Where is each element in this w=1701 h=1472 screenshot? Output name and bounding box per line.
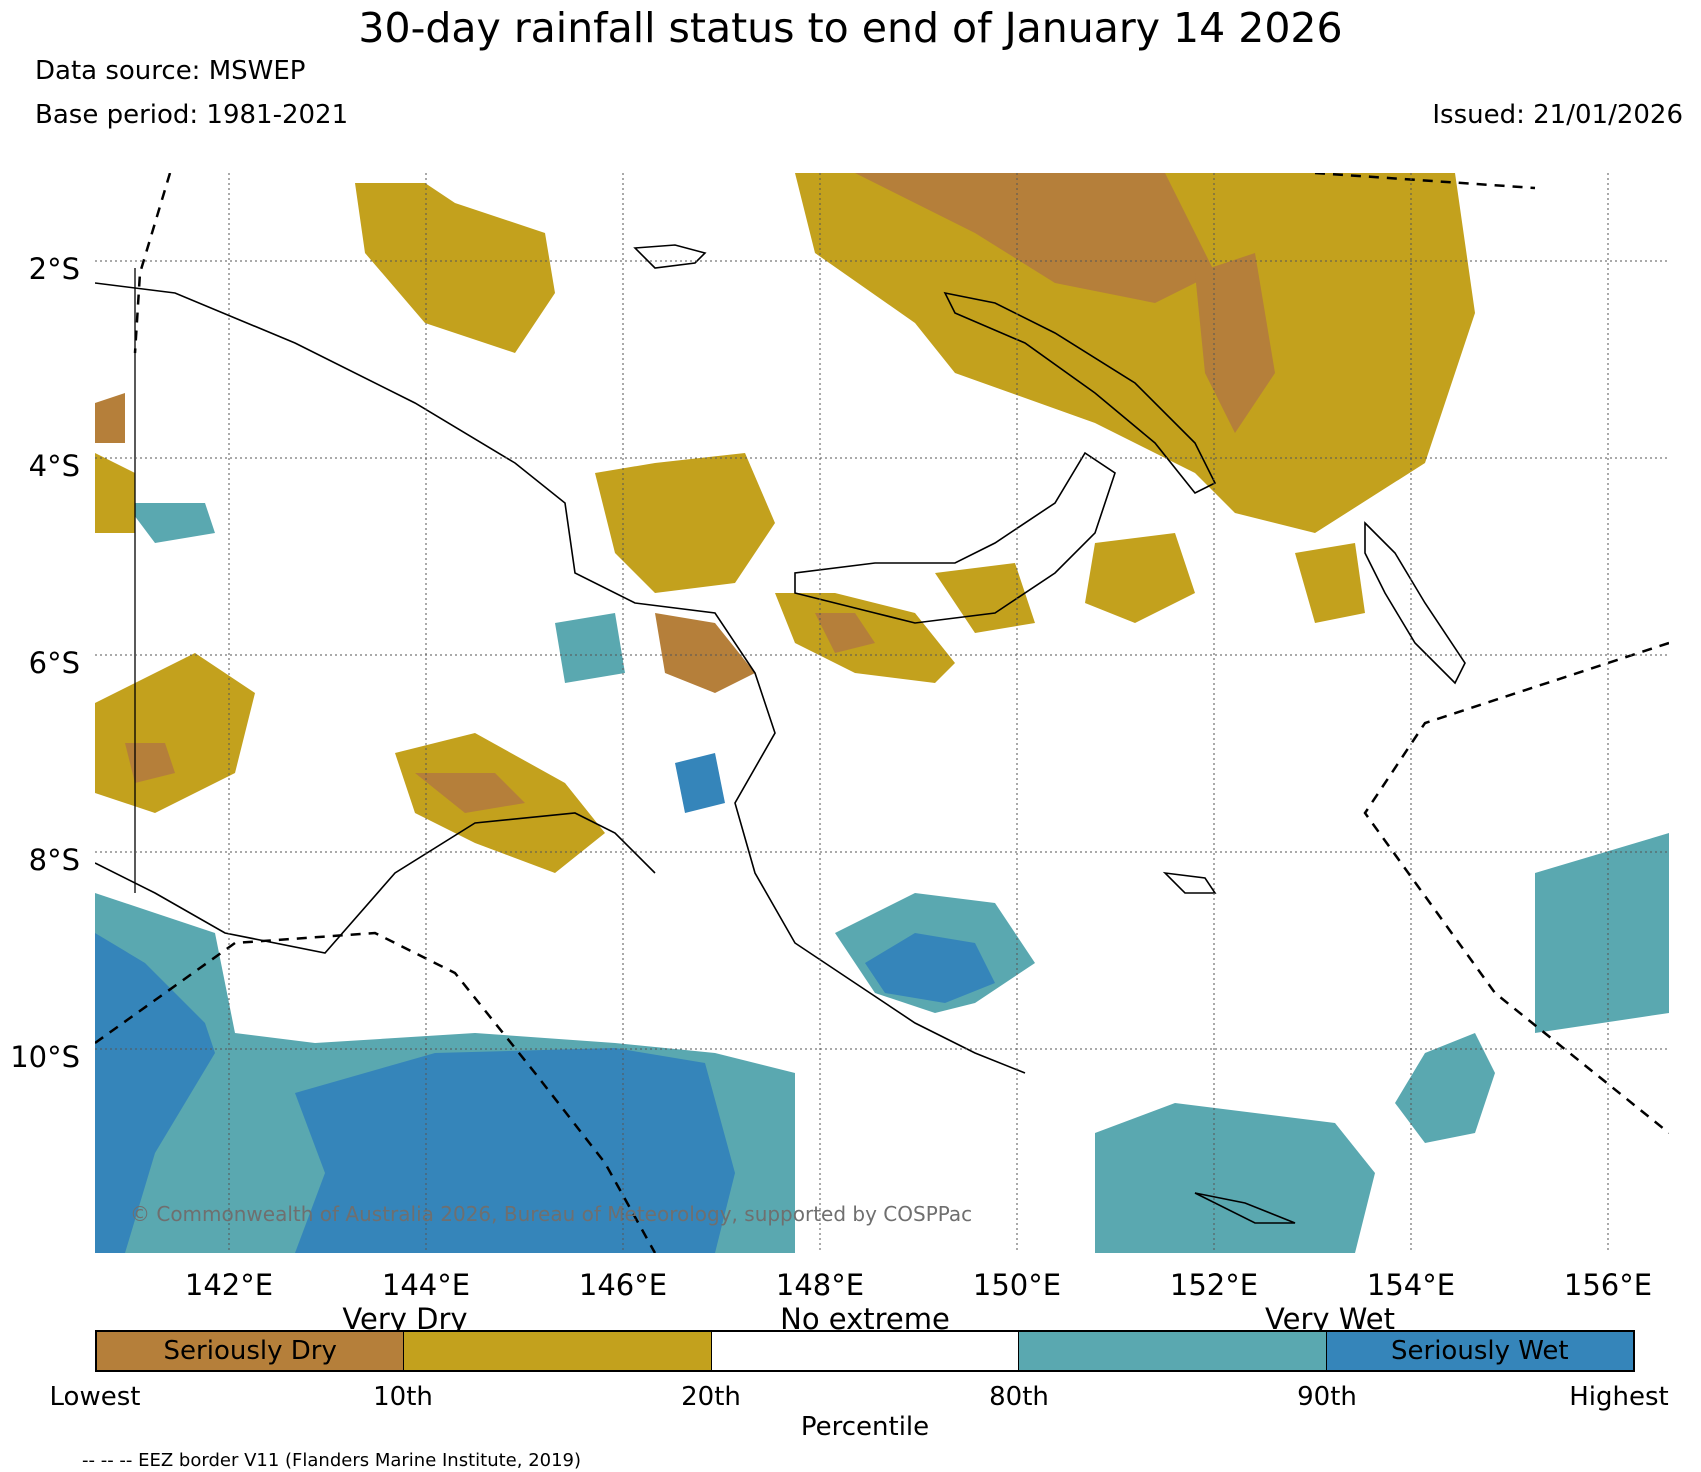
lon-label-154e: 154°E bbox=[1366, 1268, 1456, 1302]
map-canvas bbox=[95, 173, 1669, 1253]
legend-axis-label: Percentile bbox=[800, 1412, 930, 1442]
bougainville-outline bbox=[1364, 521, 1466, 685]
new-ireland-outline bbox=[943, 291, 1217, 495]
legend-seriously-wet: Seriously Wet bbox=[1326, 1332, 1634, 1370]
louisiade-outline bbox=[1194, 1192, 1296, 1224]
seriously-wet-area-milne-bay bbox=[865, 933, 995, 1003]
seriously-dry-area-morobe bbox=[655, 613, 755, 693]
trobriand-outline bbox=[1162, 871, 1217, 894]
lon-label-156e: 156°E bbox=[1563, 1268, 1653, 1302]
legend-tick-20th: 20th bbox=[681, 1382, 741, 1412]
dry-area-new-britain-east bbox=[935, 563, 1035, 633]
lon-label-150e: 150°E bbox=[972, 1268, 1062, 1302]
wet-area-louisiade bbox=[1095, 1103, 1375, 1253]
data-source: Data source: MSWEP bbox=[35, 56, 306, 86]
seriously-dry-area-bismarck bbox=[855, 173, 1215, 303]
seriously-dry-area-western-province bbox=[125, 743, 175, 783]
seriously-wet-area-gulf bbox=[295, 1048, 735, 1253]
lat-label-2s: 2°S bbox=[28, 252, 80, 286]
rainfall-map bbox=[95, 173, 1669, 1253]
dry-area-west-coast bbox=[95, 453, 135, 533]
lat-label-8s: 8°S bbox=[28, 843, 80, 877]
legend-tick-10th: 10th bbox=[373, 1382, 433, 1412]
wet-area-southeast bbox=[1395, 1033, 1495, 1143]
seriously-dry-area-new-ireland bbox=[1195, 253, 1275, 433]
seriously-dry-area-new-britain bbox=[815, 613, 875, 653]
lon-label-142e: 142°E bbox=[184, 1268, 274, 1302]
legend-tick-90th: 90th bbox=[1297, 1382, 1357, 1412]
seriously-dry-area-gulf-province bbox=[415, 773, 525, 813]
legend-tick-80th: 80th bbox=[989, 1382, 1049, 1412]
lon-label-146e: 146°E bbox=[578, 1268, 668, 1302]
legend-colorbar: Seriously Dry Seriously Wet bbox=[95, 1330, 1635, 1372]
wet-area-sepik bbox=[125, 503, 215, 543]
png-south-coast bbox=[95, 812, 656, 954]
eez-border-northeast bbox=[1314, 173, 1536, 190]
dry-area-madang bbox=[595, 453, 775, 593]
map-title: 30-day rainfall status to end of January… bbox=[358, 4, 1343, 52]
manus-outline bbox=[633, 244, 707, 269]
copyright-notice: © Commonwealth of Australia 2026, Bureau… bbox=[130, 1202, 973, 1226]
legend-no-extreme bbox=[711, 1332, 1020, 1370]
seriously-dry-area-northwest bbox=[95, 393, 125, 443]
eez-border-south bbox=[95, 931, 657, 1253]
new-britain-outline bbox=[794, 451, 1116, 624]
png-north-coast bbox=[95, 282, 1026, 1074]
issued-date: Issued: 21/01/2026 bbox=[1432, 100, 1683, 130]
base-period: Base period: 1981-2021 bbox=[35, 100, 349, 130]
legend-tick-highest: Highest bbox=[1569, 1382, 1669, 1412]
eez-note: -- -- -- EEZ border V11 (Flanders Marine… bbox=[82, 1450, 582, 1471]
legend-tick-lowest: Lowest bbox=[49, 1382, 141, 1412]
legend-very-wet bbox=[1019, 1332, 1327, 1370]
dry-area-bismarck bbox=[795, 173, 1475, 533]
lat-label-4s: 4°S bbox=[28, 449, 80, 483]
eez-border-east bbox=[1363, 641, 1669, 1134]
legend-very-dry bbox=[404, 1332, 712, 1370]
lon-label-152e: 152°E bbox=[1169, 1268, 1259, 1302]
dry-area-solomon-sea bbox=[1085, 533, 1195, 623]
graticule bbox=[95, 173, 1669, 1253]
wet-area-east bbox=[1535, 833, 1669, 1033]
legend-seriously-dry: Seriously Dry bbox=[97, 1332, 405, 1370]
lon-label-148e: 148°E bbox=[775, 1268, 865, 1302]
lat-label-10s: 10°S bbox=[10, 1040, 80, 1074]
wet-area-highlands bbox=[555, 613, 625, 683]
dry-area-bougainville bbox=[1295, 543, 1365, 623]
lon-label-144e: 144°E bbox=[381, 1268, 471, 1302]
seriously-wet-area-morobe bbox=[675, 753, 725, 813]
seriously-wet-area-west bbox=[95, 933, 215, 1253]
lat-label-6s: 6°S bbox=[28, 646, 80, 680]
dry-area-manus bbox=[355, 183, 555, 353]
